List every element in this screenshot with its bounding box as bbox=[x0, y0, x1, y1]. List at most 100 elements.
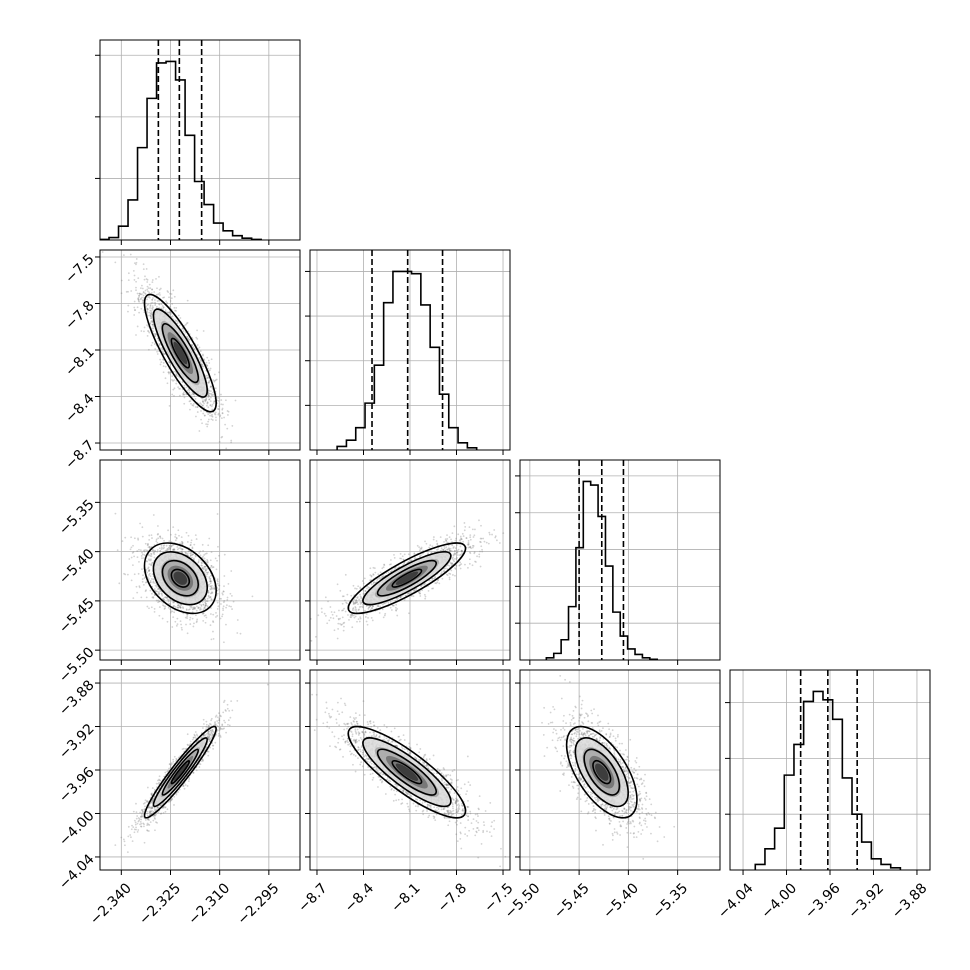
sample-point bbox=[149, 555, 152, 557]
sample-point bbox=[212, 621, 215, 624]
sample-point bbox=[359, 587, 362, 590]
sample-point bbox=[487, 542, 490, 545]
sample-point bbox=[135, 286, 137, 289]
sample-point bbox=[221, 435, 224, 438]
sample-point bbox=[146, 324, 148, 327]
sample-point bbox=[147, 348, 150, 351]
sample-point bbox=[478, 553, 481, 556]
sample-point bbox=[159, 347, 162, 350]
sample-point bbox=[209, 624, 212, 627]
sample-point bbox=[410, 559, 413, 562]
sample-point bbox=[448, 547, 450, 550]
sample-point bbox=[135, 261, 138, 264]
sample-point bbox=[172, 601, 175, 604]
sample-point bbox=[210, 358, 213, 361]
sample-point bbox=[460, 550, 463, 552]
sample-point bbox=[202, 365, 205, 368]
sample-point bbox=[174, 370, 177, 373]
sample-point bbox=[141, 557, 143, 560]
y-tick-label: −5.40 bbox=[56, 546, 98, 588]
sample-point bbox=[203, 568, 206, 570]
sample-point bbox=[178, 387, 181, 390]
sample-point bbox=[204, 601, 207, 604]
sample-point bbox=[218, 584, 221, 587]
panel-frame bbox=[99, 249, 301, 451]
sample-point bbox=[200, 418, 202, 421]
sample-point bbox=[150, 563, 152, 566]
sample-point bbox=[217, 412, 220, 415]
sample-point bbox=[388, 563, 391, 566]
sample-point bbox=[158, 343, 161, 346]
sample-point bbox=[144, 289, 147, 292]
sample-point bbox=[217, 605, 220, 608]
sample-point bbox=[209, 577, 212, 580]
sample-point bbox=[213, 588, 216, 590]
sample-point bbox=[137, 277, 140, 280]
sample-point bbox=[208, 575, 211, 578]
sample-point bbox=[130, 290, 133, 292]
sample-point bbox=[306, 625, 308, 627]
sample-point bbox=[192, 607, 195, 610]
sample-point bbox=[474, 560, 476, 563]
sample-point bbox=[168, 372, 170, 375]
sample-point bbox=[130, 536, 133, 539]
sample-point bbox=[149, 581, 152, 584]
sample-point bbox=[151, 319, 154, 322]
sample-point bbox=[155, 293, 158, 296]
sample-point bbox=[199, 350, 202, 353]
sample-point bbox=[137, 299, 140, 302]
sample-point bbox=[210, 418, 213, 421]
sample-point bbox=[359, 603, 362, 605]
sample-point bbox=[200, 608, 202, 611]
sample-point bbox=[143, 577, 146, 580]
sample-point bbox=[340, 624, 343, 626]
sample-point bbox=[407, 592, 410, 595]
sample-point bbox=[378, 612, 381, 614]
sample-point bbox=[136, 556, 139, 559]
sample-point bbox=[191, 556, 194, 559]
sample-point bbox=[139, 293, 141, 296]
sample-point bbox=[158, 547, 161, 550]
sample-point bbox=[195, 336, 198, 339]
sample-point bbox=[201, 363, 203, 366]
sample-point bbox=[213, 400, 216, 403]
sample-point bbox=[101, 251, 104, 253]
sample-point bbox=[181, 327, 184, 330]
sample-point bbox=[354, 615, 357, 618]
sample-point bbox=[172, 605, 175, 608]
sample-point bbox=[236, 619, 239, 621]
sample-point bbox=[197, 560, 200, 563]
sample-point bbox=[391, 604, 394, 607]
sample-point bbox=[176, 548, 179, 551]
sample-point bbox=[201, 397, 204, 400]
sample-point bbox=[206, 573, 209, 576]
sample-point bbox=[216, 578, 219, 581]
sample-point bbox=[210, 392, 213, 395]
sample-point bbox=[149, 307, 151, 309]
sample-point bbox=[205, 361, 208, 364]
sample-point bbox=[162, 371, 165, 374]
sample-point bbox=[358, 608, 360, 611]
sample-point bbox=[210, 565, 213, 567]
sample-point bbox=[446, 574, 449, 577]
sample-point bbox=[170, 297, 173, 300]
sample-point bbox=[185, 552, 188, 555]
sample-point bbox=[191, 553, 194, 556]
sample-point bbox=[339, 622, 341, 625]
scatter-content bbox=[114, 512, 254, 644]
sample-point bbox=[167, 371, 170, 374]
sample-point bbox=[381, 608, 384, 611]
sample-point bbox=[382, 575, 385, 577]
sample-point bbox=[147, 542, 149, 545]
sample-point bbox=[193, 393, 195, 396]
sample-point bbox=[153, 594, 156, 596]
sample-point bbox=[364, 590, 367, 592]
sample-point bbox=[208, 596, 211, 599]
sample-point bbox=[376, 579, 379, 581]
sample-point bbox=[151, 562, 153, 564]
sample-point bbox=[213, 587, 216, 590]
sample-point bbox=[193, 557, 195, 560]
sample-point bbox=[151, 327, 153, 330]
sample-point bbox=[210, 592, 213, 595]
sample-point bbox=[146, 288, 149, 291]
